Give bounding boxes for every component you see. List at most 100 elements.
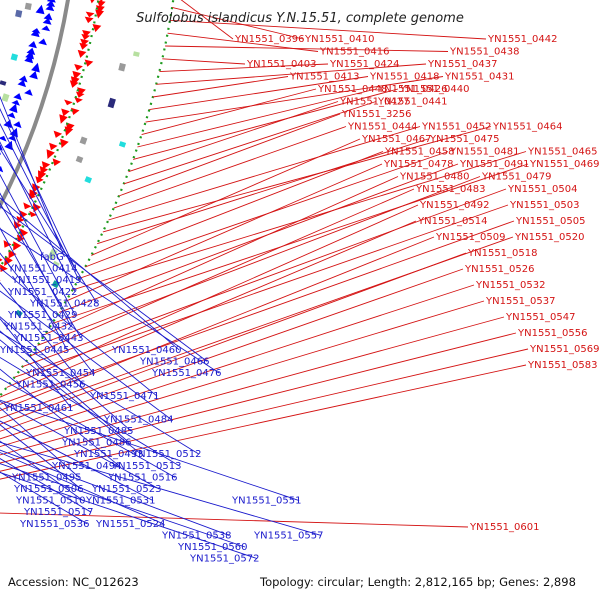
gene-label-left[interactable]: fabG — [40, 252, 64, 263]
gene-label-left[interactable]: YN1551_0456 — [15, 380, 86, 391]
gene-label-right[interactable]: YN1551_0458 — [384, 147, 455, 158]
gene-label-left[interactable]: YN1551_0524 — [95, 519, 166, 530]
gene-label-left[interactable]: YN1551_0493 — [73, 449, 144, 460]
feature-block — [24, 2, 32, 11]
gene-label-right[interactable]: YN1551_0444 — [347, 122, 418, 133]
gene-label-right[interactable]: YN1551_0505 — [515, 216, 586, 227]
gene-label-right[interactable]: YN1551_0556 — [517, 328, 588, 339]
gene-label-left[interactable]: YN1551_0536 — [19, 519, 90, 530]
gene-label-right[interactable]: YN1551_0491 — [459, 159, 530, 170]
gene-label-left[interactable]: YN1551_0531 — [85, 496, 156, 507]
gene-label-right[interactable]: YN1551_0431 — [444, 72, 515, 83]
gene-label-right[interactable]: YN1551_0465 — [527, 147, 598, 158]
gene-label-right[interactable]: YN1551_0413 — [289, 72, 360, 83]
gene-label-left[interactable]: YN1551_0516 — [107, 472, 178, 483]
gene-label-right[interactable]: YN1551_0440 — [399, 84, 470, 95]
gene-label-left[interactable]: YN1551_0572 — [189, 554, 260, 565]
gene-label-right[interactable]: YN1551_0483 — [415, 184, 486, 195]
gene-label-right[interactable]: YN1551_0418 — [369, 72, 440, 83]
gene-label-right[interactable]: YN1551_0438 — [449, 47, 520, 58]
minus-strand-gene — [45, 4, 55, 12]
gene-label-right[interactable]: YN1551_0467 — [361, 134, 432, 145]
gene-label-right[interactable]: YN1551_3256 — [341, 109, 412, 120]
gene-label-left[interactable]: YN1551_0443 — [13, 333, 84, 344]
gene-label-left[interactable]: YN1551_0557 — [253, 530, 324, 541]
leader-line-left — [0, 472, 258, 560]
gene-label-right[interactable]: YN1551_0437 — [427, 59, 498, 70]
gene-label-left[interactable]: YN1551_0486 — [61, 438, 132, 449]
leader-line-left — [0, 420, 154, 501]
gene-label-left[interactable]: YN1551_0460 — [111, 345, 182, 356]
gene-label-left[interactable]: YN1551_0494 — [51, 461, 122, 472]
plus-strand-gene — [85, 11, 95, 18]
gene-label-left[interactable]: YN1551_0523 — [91, 484, 162, 495]
gene-label-right[interactable]: YN1551_0481 — [449, 147, 520, 158]
gene-label-right[interactable]: YN1551_0441 — [377, 97, 448, 108]
gene-label-left[interactable]: YN1551_0445 — [0, 345, 70, 356]
gene-label-right[interactable]: YN1551_0547 — [505, 312, 576, 323]
minus-strand-gene — [46, 0, 55, 7]
gene-label-right[interactable]: YN1551_0448 — [317, 84, 388, 95]
gene-label-left[interactable]: YN1551_0484 — [103, 414, 174, 425]
gene-label-left[interactable]: YN1551_0419 — [11, 275, 82, 286]
plus-strand-gene — [8, 249, 17, 259]
gene-label-left[interactable]: YN1551_0551 — [231, 496, 302, 507]
gene-label-right[interactable]: YN1551_0410 — [304, 34, 375, 45]
gene-label-right[interactable]: YN1551_0601 — [469, 522, 540, 533]
gene-label-left[interactable]: YN1551_0560 — [177, 542, 248, 553]
gene-label-left[interactable]: YN1551_0485 — [63, 426, 134, 437]
gene-label-left[interactable]: YN1551_0454 — [25, 368, 96, 379]
gene-label-left[interactable]: YN1551_0510 — [15, 496, 86, 507]
gene-label-right[interactable]: YN1551_0426 — [377, 84, 448, 95]
gene-label-left[interactable]: YN1551_0428 — [29, 298, 100, 309]
leader-line-left — [0, 441, 322, 536]
gene-label-right[interactable]: YN1551_0396 — [234, 34, 305, 45]
gene-label-right[interactable]: YN1551_0526 — [464, 264, 535, 275]
gene-label-left[interactable]: YN1551_0506 — [13, 484, 84, 495]
gene-label-left[interactable]: YN1551_0538 — [161, 530, 232, 541]
gene-label-right[interactable]: YN1551_0509 — [435, 232, 506, 243]
minus-strand-gene — [35, 4, 45, 15]
gene-label-right[interactable]: YN1551_0537 — [485, 296, 556, 307]
minus-strand-gene — [42, 17, 52, 25]
gene-label-right[interactable]: YN1551_0532 — [475, 280, 546, 291]
gene-label-right[interactable]: YN1551_0503 — [509, 200, 580, 211]
gene-label-right[interactable]: YN1551_0479 — [481, 172, 552, 183]
gene-label-right[interactable]: YN1551_0469 — [529, 159, 600, 170]
leader-line-right — [37, 176, 481, 346]
gene-label-right[interactable]: YN1551_0416 — [319, 47, 390, 58]
gene-label-left[interactable]: YN1551_0422 — [7, 287, 78, 298]
gene-label-right[interactable]: YN1551_0475 — [429, 134, 500, 145]
leader-line-left — [0, 108, 76, 269]
gene-label-left[interactable]: YN1551_0429 — [7, 310, 78, 321]
gene-label-right[interactable]: YN1551_0514 — [417, 216, 488, 227]
plus-strand-gene — [70, 107, 80, 115]
gene-label-right[interactable]: YN1551_0520 — [514, 232, 585, 243]
gene-label-left[interactable]: YN1551_0476 — [151, 368, 222, 379]
leader-line-right — [159, 63, 329, 73]
gene-label-left[interactable]: YN1551_0513 — [111, 461, 182, 472]
gene-label-left[interactable]: YN1551_0471 — [89, 391, 160, 402]
gene-label-right[interactable]: YN1551_0504 — [507, 184, 578, 195]
gene-label-right[interactable]: YN1551_0583 — [527, 360, 598, 371]
gene-label-left[interactable]: YN1551_0461 — [3, 403, 74, 414]
gene-label-right[interactable]: YN1551_0403 — [246, 59, 317, 70]
gene-label-left[interactable]: YN1551_0517 — [23, 507, 94, 518]
gene-label-left[interactable]: YN1551_0466 — [139, 356, 210, 367]
gene-label-right[interactable]: YN1551_0478 — [383, 159, 454, 170]
gene-label-left[interactable]: YN1551_0495 — [11, 472, 82, 483]
gene-label-right[interactable]: YN1551_0518 — [467, 248, 538, 259]
gene-label-right[interactable]: YN1551_0480 — [399, 172, 470, 183]
gene-label-right[interactable]: YN1551_0452 — [421, 122, 492, 133]
gene-label-left[interactable]: YN1551_0432 — [3, 322, 74, 333]
minus-strand-gene — [7, 112, 16, 119]
gene-label-right[interactable]: YN1551_0427 — [339, 97, 410, 108]
gene-label-left[interactable]: YN1551_0414 — [7, 264, 78, 275]
gene-label-right[interactable]: YN1551_0569 — [529, 344, 600, 355]
gene-label-left[interactable]: YN1551_0512 — [131, 449, 202, 460]
gene-label-right[interactable]: YN1551_0492 — [419, 200, 490, 211]
leader-line-left — [0, 330, 130, 443]
gene-label-right[interactable]: YN1551_0424 — [329, 59, 400, 70]
gene-label-right[interactable]: YN1551_0464 — [492, 122, 563, 133]
gene-label-right[interactable]: YN1551_0442 — [487, 34, 558, 45]
